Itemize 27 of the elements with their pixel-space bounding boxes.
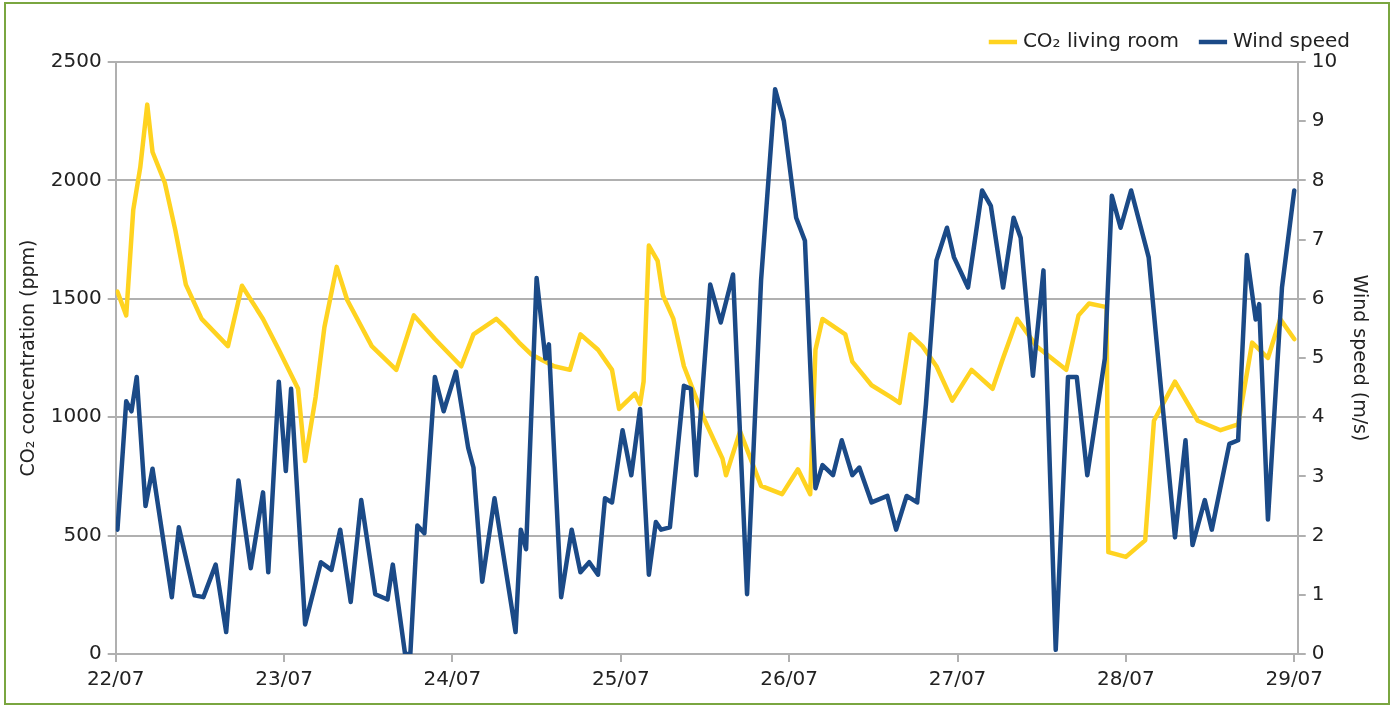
y2-tick-label: 8 (1311, 166, 1325, 191)
x-tick-label: 28/07 (1097, 666, 1155, 691)
x-tick-label: 23/07 (255, 666, 313, 691)
x-tick-label: 25/07 (591, 666, 650, 691)
y-tick-label: 2000 (50, 166, 102, 191)
legend-label: CO₂ living room (1022, 28, 1179, 53)
y2-tick-label: 7 (1311, 225, 1325, 250)
y-tick-label: 0 (88, 640, 102, 665)
y2-tick-label: 6 (1311, 285, 1325, 309)
y-axis-title: CO₂ concentration (ppm) (16, 239, 39, 477)
y-tick-label: 1500 (50, 285, 102, 309)
y2-tick-label: 3 (1311, 462, 1325, 487)
y-tick-label: 2500 (50, 48, 102, 73)
x-tick-label: 27/07 (928, 666, 987, 691)
y2-tick-label: 5 (1311, 344, 1325, 369)
y2-tick-label: 0 (1311, 640, 1325, 665)
x-tick-label: 26/07 (760, 666, 818, 691)
y2-axis-title: Wind speed (m/s) (1349, 274, 1372, 442)
y-tick-label: 500 (63, 521, 102, 546)
x-tick-label: 22/07 (86, 666, 145, 691)
y-tick-label: 1000 (50, 403, 102, 428)
x-tick-label: 29/07 (1265, 666, 1324, 691)
y2-tick-label: 9 (1311, 107, 1325, 132)
y2-tick-label: 2 (1311, 521, 1325, 546)
y2-tick-label: 1 (1311, 581, 1325, 605)
y2-tick-label: 4 (1311, 403, 1325, 428)
x-tick-label: 24/07 (423, 666, 482, 691)
